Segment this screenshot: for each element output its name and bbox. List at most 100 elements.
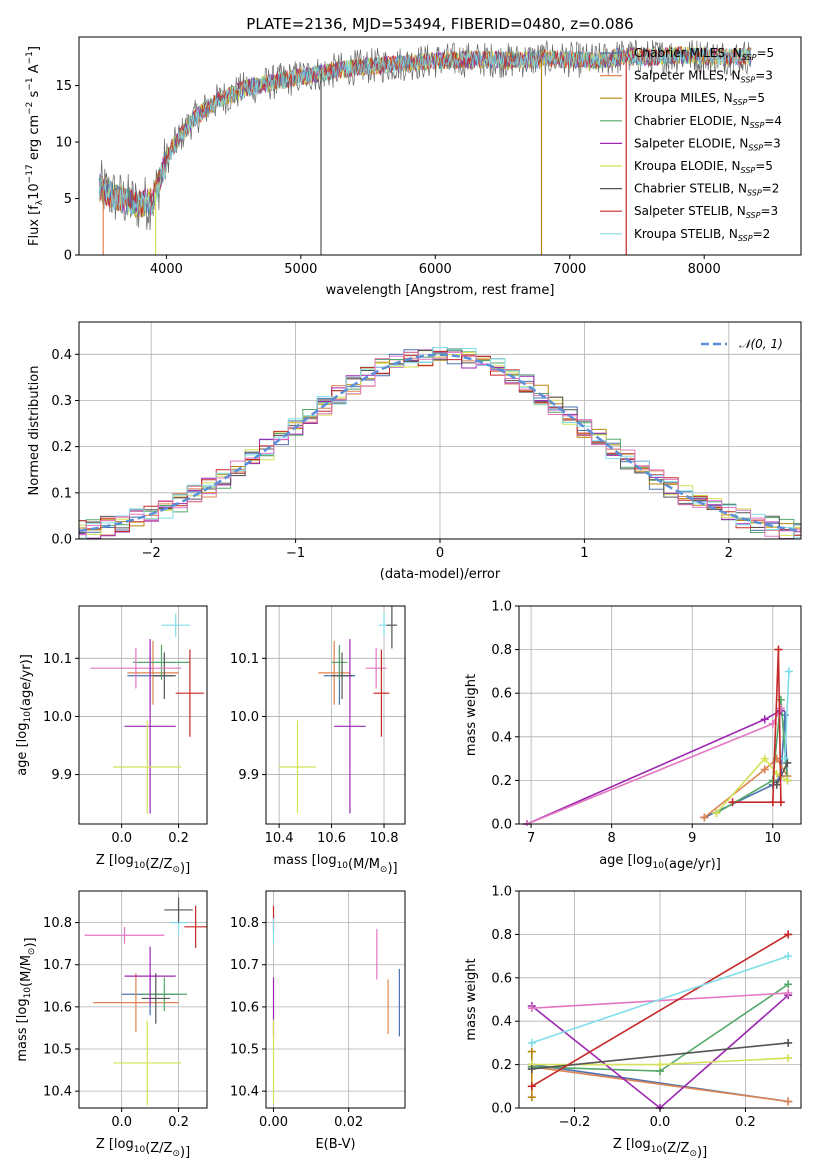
errorbar-point — [90, 647, 182, 689]
weight-marker — [784, 1054, 793, 1063]
axes-frame — [265, 605, 406, 825]
weight-marker — [527, 1082, 536, 1091]
y-tick-label: 10.8 — [230, 916, 259, 931]
x-tick-label: −0.2 — [559, 1115, 591, 1130]
weight-line-9 — [531, 933, 789, 1087]
age_vs_Z-panel: 0.0 0.2 9.9 10.0 10.1 Z [log10(Z/Z⊙)] age [log… — [15, 605, 208, 876]
x-tick-label: 0.00 — [259, 1115, 288, 1130]
errorbar-point — [113, 720, 182, 814]
age_vs_Z-points — [90, 613, 205, 814]
residual-histograms — [79, 347, 801, 539]
mass_vs_ebv-points — [272, 905, 400, 1104]
weight-line-9 — [784, 671, 790, 759]
weight_vs_age-ylabel: mass weight — [464, 674, 479, 756]
weight-marker — [784, 1038, 793, 1047]
histogram-10 — [79, 351, 801, 537]
spectrum-xlabel: wavelength [Angstrom, rest frame] — [326, 283, 555, 298]
y-tick-label: 10.1 — [43, 652, 72, 667]
mass_vs_Z-points — [84, 897, 207, 1106]
weight-line-7 — [776, 762, 789, 786]
weight-marker — [728, 798, 737, 807]
weight_vs_age-xlabel: age [log10(age/yr)] — [599, 853, 721, 872]
normal-reference-curve — [79, 353, 801, 533]
weight-marker — [783, 758, 792, 767]
weight-marker — [784, 930, 793, 939]
weight-marker — [760, 715, 769, 724]
residuals-panel: −2 −1 0 1 2 0.0 0.1 0.2 0.3 0.4 (data-model)/error… — [27, 321, 802, 582]
weight_vs_Z-xlabel: Z [log10(Z/Z⊙)] — [613, 1137, 707, 1160]
errorbar-point — [334, 639, 366, 814]
weight-marker — [784, 988, 793, 997]
y-tick-label: 0.2 — [491, 774, 512, 789]
y-tick-label: 0.4 — [51, 348, 72, 363]
x-tick-label: −1 — [286, 546, 305, 561]
errorbar-point — [113, 1020, 182, 1106]
weight-marker — [780, 754, 789, 763]
y-tick-label: 0.2 — [51, 440, 72, 455]
errorbar-point — [331, 644, 348, 680]
figure-title: PLATE=2136, MJD=53494, FIBERID=0480, z=0… — [246, 15, 633, 33]
weight-line-3 — [715, 699, 789, 814]
y-tick-label: 10.6 — [43, 1000, 72, 1015]
weight-marker — [776, 695, 785, 704]
x-tick-label: 1 — [580, 546, 588, 561]
x-tick-label: 2 — [725, 546, 733, 561]
legend-entry: Chabrier MILES, NSSP=5 — [634, 46, 774, 62]
age_vs_Z-ylabel: age [log10(age/yr)] — [15, 654, 34, 776]
y-tick-label: 10.1 — [230, 652, 259, 667]
x-tick-label: 7000 — [553, 262, 586, 277]
weight-marker — [784, 1097, 793, 1106]
y-tick-label: 0.3 — [51, 394, 72, 409]
legend-entry: Salpeter STELIB, NSSP=3 — [634, 204, 778, 220]
y-tick-label: 0.0 — [491, 1102, 512, 1117]
y-tick-label: 0.0 — [51, 533, 72, 548]
errorbar-point — [184, 905, 207, 948]
weight-line-6 — [715, 757, 788, 814]
histogram-2 — [79, 349, 801, 539]
errorbar-point — [373, 649, 390, 737]
weight-marker — [776, 704, 785, 713]
errorbar-point — [84, 926, 165, 944]
weight-marker — [768, 798, 777, 807]
weight-line-8 — [732, 649, 782, 804]
y-tick-label: 0.2 — [491, 1058, 512, 1073]
spectrum-line-9 — [98, 47, 752, 216]
mass_vs_ebv-xlabel: E(B-V) — [315, 1137, 355, 1152]
errorbar-point — [133, 644, 190, 680]
x-tick-label: 0.2 — [168, 831, 189, 846]
y-tick-label: 5 — [64, 192, 72, 207]
histogram-5 — [79, 349, 801, 539]
y-tick-label: 0.0 — [491, 818, 512, 833]
x-tick-label: 10.4 — [265, 831, 294, 846]
weight-marker — [784, 980, 793, 989]
x-tick-label: 0.0 — [111, 1115, 132, 1130]
errorbar-point — [175, 649, 205, 737]
y-tick-label: 10 — [55, 136, 72, 151]
legend-entry: Chabrier ELODIE, NSSP=4 — [634, 114, 782, 130]
errorbar-point — [386, 606, 398, 649]
weight_vs_Z-panel: −0.2 0.0 0.2 0.0 0.2 0.4 0.6 0.8 1.0 Z [log10(Z/Z… — [464, 885, 802, 1160]
weight-marker — [527, 1064, 536, 1073]
weight-line-6 — [531, 992, 789, 1009]
weight-marker — [700, 813, 709, 822]
x-tick-label: 0.2 — [735, 1115, 756, 1130]
y-tick-label: 0.8 — [491, 928, 512, 943]
age_vs_mass-points — [279, 606, 398, 814]
mass_vs_Z-ylabel: mass [log10(M/M⊙)] — [15, 937, 38, 1061]
y-tick-label: 0.4 — [491, 730, 512, 745]
y-tick-label: 10.8 — [43, 916, 72, 931]
x-tick-label: 6000 — [419, 262, 452, 277]
weight_vs_age-series — [523, 645, 793, 826]
weight-marker — [776, 798, 785, 807]
axes-frame — [78, 36, 802, 256]
legend-entry: Kroupa STELIB, NSSP=2 — [634, 227, 770, 243]
x-tick-label: 7 — [527, 831, 535, 846]
weight-marker — [527, 1004, 536, 1013]
weight-line-4 — [526, 709, 782, 825]
weight-marker — [760, 765, 769, 774]
y-tick-label: 10.5 — [43, 1043, 72, 1058]
histogram-7 — [79, 348, 801, 539]
spectrum-panel: 4000 5000 6000 7000 8000 0 5 10 15 wavelength [An… — [25, 36, 802, 298]
spectrum-legend: Chabrier MILES, NSSP=5 Salpeter MILES, NS… — [600, 46, 782, 243]
y-tick-label: 10.4 — [230, 1085, 259, 1100]
